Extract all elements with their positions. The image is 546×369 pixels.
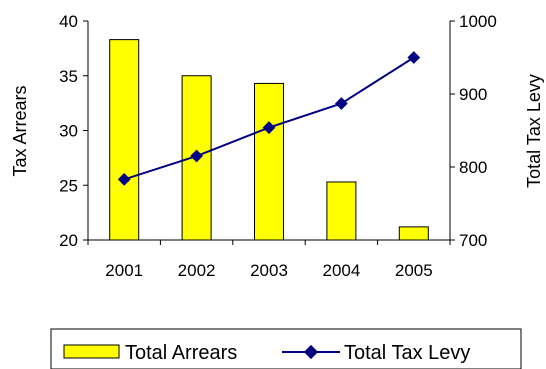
legend-label-total-tax-levy: Total Tax Levy xyxy=(344,342,470,364)
left-tick-label: 40 xyxy=(59,12,78,31)
left-tick-label: 25 xyxy=(59,176,78,195)
point-2005 xyxy=(407,51,421,64)
right-axis-title: Total Tax Levy xyxy=(524,74,544,188)
x-tick-label: 2004 xyxy=(322,261,360,280)
x-tick-label: 2001 xyxy=(105,261,143,280)
right-tick-label: 800 xyxy=(459,158,487,177)
bar-2003 xyxy=(254,82,284,241)
x-tick-label: 2005 xyxy=(395,261,433,280)
x-axis-ticks: 2001 2002 2003 2004 2005 xyxy=(87,240,451,280)
right-axis-ticks: 700 800 900 1000 xyxy=(450,12,497,250)
legend-swatch-total-arrears xyxy=(63,344,120,359)
left-tick-label: 35 xyxy=(59,67,78,86)
bar-2001 xyxy=(109,39,140,241)
left-tick-label: 20 xyxy=(59,231,78,250)
right-tick-label: 700 xyxy=(459,231,487,250)
right-tick-label: 1000 xyxy=(459,12,497,31)
legend-label-total-arrears: Total Arrears xyxy=(125,342,237,364)
bar-2004 xyxy=(326,181,357,241)
legend-swatch-marker-total-tax-levy xyxy=(303,344,319,360)
left-axis-title: Tax Arrears xyxy=(10,85,30,176)
bar-2005 xyxy=(398,226,429,241)
legend: Total Arrears Total Tax Levy xyxy=(50,328,522,369)
left-tick-label: 30 xyxy=(59,122,78,141)
bar-series-total-arrears xyxy=(109,39,429,241)
right-tick-label: 900 xyxy=(459,85,487,104)
left-axis-ticks: 20 25 30 35 40 xyxy=(59,12,88,250)
point-2001 xyxy=(117,173,131,186)
point-2004 xyxy=(335,97,348,110)
legend-frame xyxy=(50,328,522,369)
line-series-total-tax-levy xyxy=(117,51,421,186)
x-tick-label: 2002 xyxy=(178,261,216,280)
x-tick-label: 2003 xyxy=(250,261,288,280)
point-2002 xyxy=(190,149,203,163)
point-2003 xyxy=(262,121,276,134)
